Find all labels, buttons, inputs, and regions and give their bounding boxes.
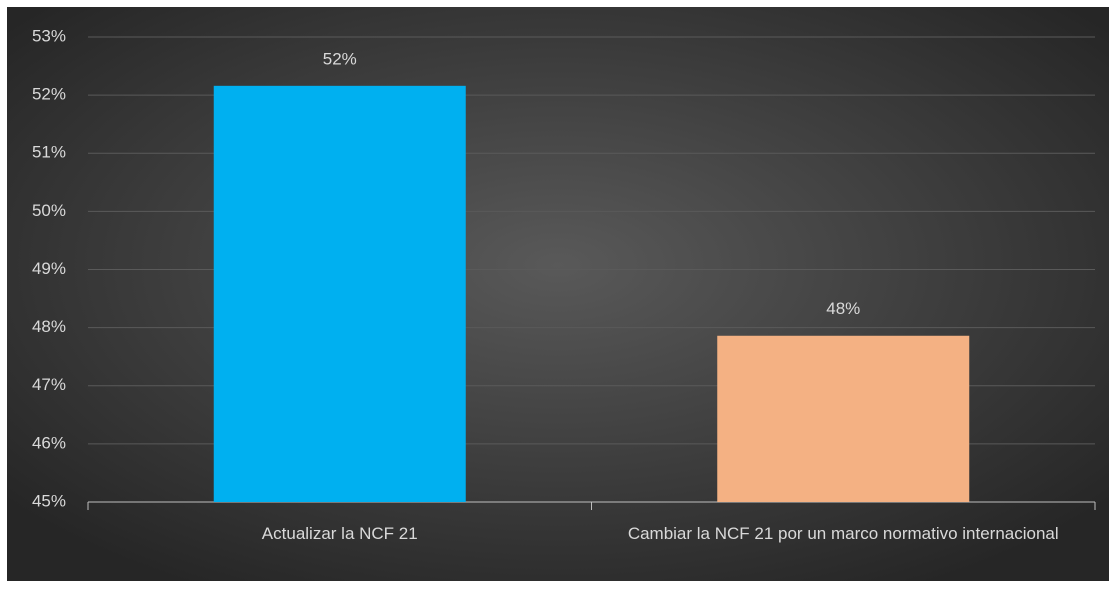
y-tick-label: 45%: [32, 491, 66, 510]
bar: [213, 85, 466, 502]
bar: [717, 335, 970, 502]
x-tick-label: Cambiar la NCF 21 por un marco normativo…: [628, 524, 1059, 543]
y-tick-label: 51%: [32, 143, 66, 162]
y-tick-label: 48%: [32, 317, 66, 336]
y-tick-label: 52%: [32, 85, 66, 104]
y-tick-label: 47%: [32, 375, 66, 394]
y-tick-label: 53%: [32, 26, 66, 45]
y-tick-label: 46%: [32, 433, 66, 452]
y-tick-label: 50%: [32, 201, 66, 220]
data-label: 52%: [323, 49, 357, 68]
data-label: 48%: [826, 299, 860, 318]
y-tick-label: 49%: [32, 259, 66, 278]
x-tick-label: Actualizar la NCF 21: [262, 524, 418, 543]
